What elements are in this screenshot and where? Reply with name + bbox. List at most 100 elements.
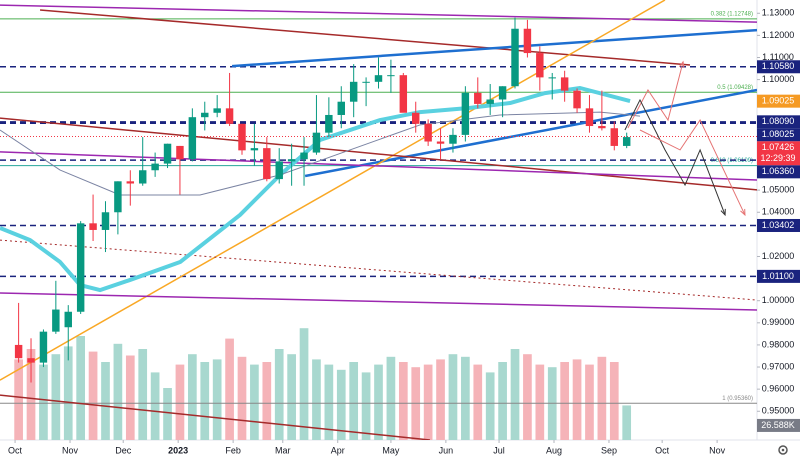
x-tick-label: Aug: [546, 445, 562, 455]
volume-bar: [423, 364, 433, 440]
candle-body: [263, 148, 271, 180]
x-tick-label: Apr: [331, 445, 345, 455]
candle-body: [188, 117, 197, 160]
volume-bar: [175, 364, 185, 440]
trend-line: [231, 28, 757, 68]
candle-body: [412, 112, 420, 124]
settings-gear[interactable]: [778, 445, 788, 455]
price-label: 1.01100: [762, 271, 794, 281]
price-label: 12:29:39: [760, 153, 795, 163]
volume-bar: [150, 372, 160, 440]
price-label-box: [757, 269, 800, 283]
candle-body: [523, 28, 532, 54]
y-tick-label: 0.96000: [762, 384, 795, 394]
x-tick-label: Mar: [275, 445, 291, 455]
candle-body: [337, 101, 345, 115]
settings-gear-center[interactable]: [781, 448, 785, 452]
volume-bar: [163, 388, 172, 440]
candle-body: [424, 123, 432, 142]
volume-bar: [485, 372, 495, 440]
projection-arrowhead: [740, 208, 746, 217]
volume-bar: [312, 359, 321, 440]
volume-bar: [188, 354, 197, 440]
volume-bar: [14, 359, 23, 440]
volume-bar: [287, 354, 296, 440]
candle-body: [151, 163, 159, 171]
y-tick-label: 0.95000: [762, 406, 795, 416]
settings-icon[interactable]: [778, 445, 788, 455]
candle-body: [598, 126, 606, 129]
candle-body: [536, 53, 544, 78]
volume-bar: [398, 362, 408, 440]
candle-body: [486, 99, 494, 104]
projection-path: [639, 119, 746, 216]
x-tick-label: 2023: [168, 445, 188, 455]
volume-bar: [473, 364, 483, 440]
volume-bar: [39, 364, 48, 440]
price-label: 1.06360: [762, 166, 795, 176]
candle-body: [573, 90, 581, 109]
volume-bar: [262, 362, 272, 440]
candle-body: [101, 212, 110, 230]
projection-path: [624, 98, 726, 216]
candle-body: [449, 134, 457, 144]
volume-bar: [212, 359, 222, 440]
y-tick-label: 0.98000: [762, 339, 795, 349]
volume-bar: [622, 405, 632, 440]
candle-body: [250, 148, 259, 151]
candle-body: [436, 141, 445, 144]
price-label: 1.10580: [762, 61, 795, 71]
trend-line: [304, 88, 757, 178]
fib-label: 1 (0.95360): [722, 396, 753, 402]
volume-bar: [88, 351, 98, 440]
candle-body: [138, 170, 147, 184]
volume-bar: [336, 369, 346, 440]
volume-bar: [535, 364, 545, 440]
price-label: 1.09025: [762, 96, 795, 106]
volume-bar: [585, 364, 594, 440]
projection-path: [627, 61, 684, 129]
candle-body: [585, 108, 594, 127]
volume-bar: [609, 362, 619, 440]
y-tick-label: 1.04000: [762, 207, 795, 217]
x-tick-label: Jun: [439, 445, 454, 455]
moving-average: [0, 111, 641, 196]
volume-bar: [299, 328, 309, 440]
trend-line: [0, 394, 430, 440]
price-label-box: [757, 141, 800, 166]
candle-body: [287, 159, 296, 162]
volume-bar: [510, 349, 520, 440]
volume-bar: [138, 349, 148, 440]
y-tick-label: 1.10000: [762, 74, 795, 84]
y-tick-label: 1.11000: [762, 52, 794, 62]
volume-label: 26.588K: [761, 420, 795, 430]
volume-bar: [250, 364, 259, 440]
price-label: 1.08090: [762, 116, 795, 126]
plot-area: 0.382 (1.12748) 0.5 (1.09428) 0.618 (1.061…: [0, 0, 757, 440]
volume-bar: [498, 362, 507, 440]
candle-body: [213, 108, 221, 113]
candle-body: [176, 145, 184, 160]
candle-body: [461, 92, 470, 135]
volume-bar: [113, 343, 123, 440]
candle-body: [275, 161, 283, 180]
volume-bar: [597, 356, 607, 440]
trend-line: [0, 239, 757, 301]
candle-body: [349, 81, 358, 102]
trend-line: [40, 9, 691, 66]
volume-bar: [274, 349, 284, 440]
candle-body: [610, 128, 619, 146]
y-tick-label: 1.12000: [762, 30, 795, 40]
volume-bar: [349, 362, 359, 440]
candle-body: [399, 75, 408, 113]
volume-bar: [63, 346, 73, 440]
volume-bar: [101, 362, 110, 440]
x-tick-label: May: [382, 445, 400, 455]
candle-body: [300, 152, 308, 160]
candle-body: [238, 123, 246, 151]
trend-line: [0, 292, 757, 311]
x-tick-label: Dec: [115, 445, 132, 455]
candle-body: [325, 114, 333, 133]
price-label-box: [757, 218, 800, 232]
